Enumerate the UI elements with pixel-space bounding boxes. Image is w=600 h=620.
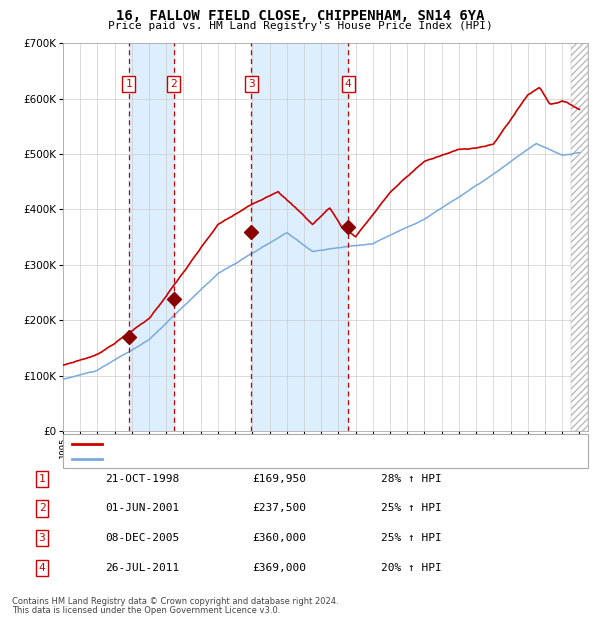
Text: 20% ↑ HPI: 20% ↑ HPI xyxy=(381,563,442,573)
Text: 16, FALLOW FIELD CLOSE, CHIPPENHAM, SN14 6YA (detached house): 16, FALLOW FIELD CLOSE, CHIPPENHAM, SN14… xyxy=(108,438,466,448)
Text: 08-DEC-2005: 08-DEC-2005 xyxy=(105,533,179,543)
Text: 4: 4 xyxy=(38,563,46,573)
Text: 2: 2 xyxy=(170,79,177,89)
Text: This data is licensed under the Open Government Licence v3.0.: This data is licensed under the Open Gov… xyxy=(12,606,280,615)
Text: £360,000: £360,000 xyxy=(252,533,306,543)
Text: 16, FALLOW FIELD CLOSE, CHIPPENHAM, SN14 6YA: 16, FALLOW FIELD CLOSE, CHIPPENHAM, SN14… xyxy=(116,9,484,24)
Text: 28% ↑ HPI: 28% ↑ HPI xyxy=(381,474,442,484)
Text: 25% ↑ HPI: 25% ↑ HPI xyxy=(381,533,442,543)
Text: Contains HM Land Registry data © Crown copyright and database right 2024.: Contains HM Land Registry data © Crown c… xyxy=(12,597,338,606)
Text: £369,000: £369,000 xyxy=(252,563,306,573)
Text: 2: 2 xyxy=(38,503,46,513)
Bar xyxy=(251,43,348,431)
Text: Price paid vs. HM Land Registry's House Price Index (HPI): Price paid vs. HM Land Registry's House … xyxy=(107,21,493,31)
Text: £237,500: £237,500 xyxy=(252,503,306,513)
Text: 3: 3 xyxy=(248,79,254,89)
Text: 26-JUL-2011: 26-JUL-2011 xyxy=(105,563,179,573)
Text: 1: 1 xyxy=(125,79,132,89)
Text: £169,950: £169,950 xyxy=(252,474,306,484)
Text: 3: 3 xyxy=(38,533,46,543)
Text: HPI: Average price, detached house, Wiltshire: HPI: Average price, detached house, Wilt… xyxy=(108,454,373,464)
Text: 4: 4 xyxy=(344,79,352,89)
Text: 01-JUN-2001: 01-JUN-2001 xyxy=(105,503,179,513)
Text: 1: 1 xyxy=(38,474,46,484)
Text: 25% ↑ HPI: 25% ↑ HPI xyxy=(381,503,442,513)
Bar xyxy=(571,43,588,431)
Bar xyxy=(128,43,173,431)
Text: 21-OCT-1998: 21-OCT-1998 xyxy=(105,474,179,484)
